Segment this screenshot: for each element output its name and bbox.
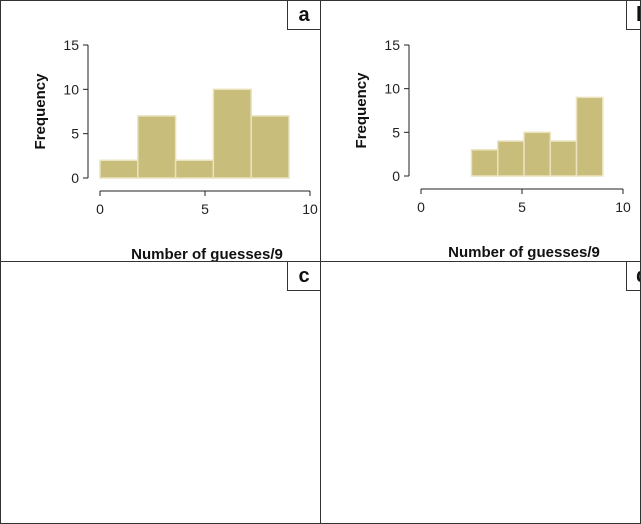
histogram-a: 0 5 10 15 0 5 10 Number of guesses/9 Frequency — [32, 37, 318, 262]
histogram-bar — [174, 159, 215, 179]
histogram-bar — [523, 131, 552, 177]
x-tick-label: 5 — [201, 201, 209, 217]
x-tick-label: 10 — [302, 201, 318, 217]
y-tick-label: 0 — [71, 170, 79, 186]
y-axis-label: Frequency — [32, 73, 49, 150]
panel-label-d: d — [626, 262, 640, 291]
x-tick-label: 10 — [615, 199, 631, 215]
histogram-bar — [470, 149, 499, 177]
y-tick-label: 15 — [63, 37, 79, 53]
chart-panel-a: 0 5 10 15 0 5 10 Number of guesses/9 Frequency a — [0, 0, 321, 262]
y-axis-label: Frequency — [353, 72, 370, 149]
histogram-bar — [212, 88, 252, 179]
y-tick-label: 0 — [392, 168, 400, 184]
histogram-bar — [549, 140, 578, 177]
x-tick-label: 5 — [518, 199, 526, 215]
y-tick-label: 5 — [392, 124, 400, 140]
x-axis-label: Number of guesses/9 — [131, 246, 283, 262]
histogram-bar — [250, 115, 290, 179]
panel-label-a: a — [287, 1, 320, 30]
histogram-b: 0 5 10 15 0 5 10 Number of guesses/9 Frequency — [353, 37, 631, 261]
y-tick-label: 10 — [384, 81, 400, 97]
y-tick-label: 10 — [63, 81, 79, 97]
histogram-bar — [575, 96, 604, 177]
panel-label-b: b — [626, 1, 640, 30]
histogram-bar — [497, 140, 525, 177]
chart-panel-b: 0 5 10 15 0 5 10 Number of guesses/9 Frequency b — [320, 0, 641, 262]
histogram-bar — [137, 115, 177, 179]
y-tick-label: 15 — [384, 37, 400, 53]
panel-label-c: c — [287, 262, 320, 291]
y-tick-label: 5 — [71, 126, 79, 142]
histogram-bar — [99, 159, 139, 179]
x-axis-label: Number of guesses/9 — [448, 244, 600, 261]
x-tick-label: 0 — [417, 199, 425, 215]
x-tick-label: 0 — [96, 201, 104, 217]
